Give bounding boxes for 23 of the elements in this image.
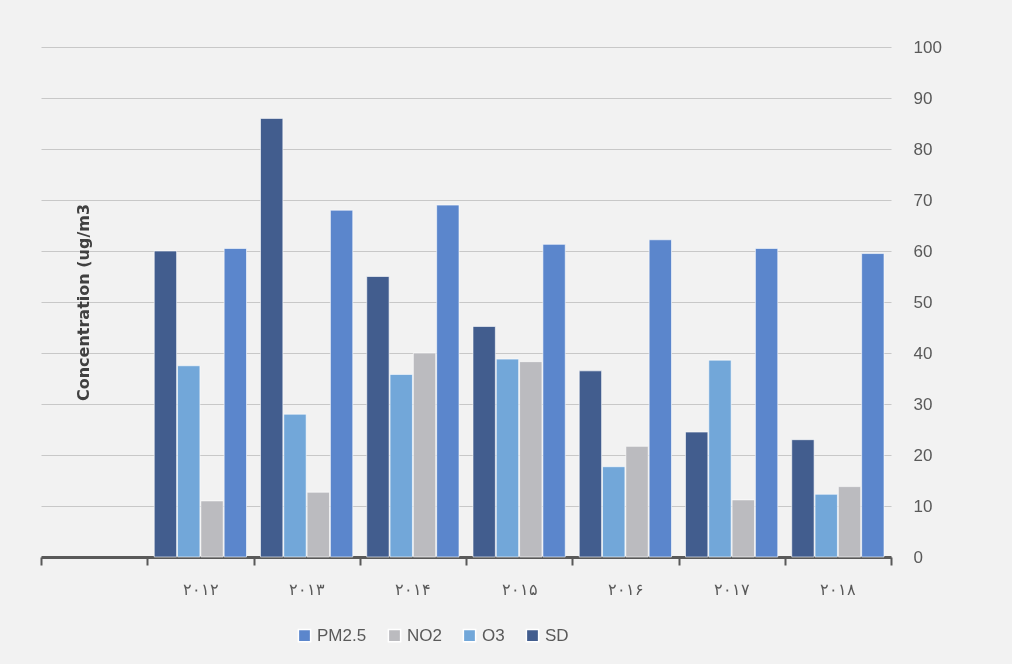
y-tick-label: 50 [913,292,933,312]
legend-label: NO2 [407,625,442,645]
x-tick-label: ۲۰۱۲ [182,580,219,598]
x-tick-label: ۲۰۱۳ [289,580,326,598]
y-tick-label: 100 [913,37,942,57]
y-tick-label: 80 [913,139,933,159]
legend-label: PM2.5 [317,625,367,645]
legend-label: SD [545,625,569,645]
legend-label: O3 [482,625,505,645]
x-tick-label: ۲۰۱۴ [395,580,432,598]
y-tick-label: 30 [913,394,933,414]
y-tick-label: 10 [913,496,933,516]
y-tick-label: 60 [913,241,933,261]
y-tick-label: 40 [913,343,933,363]
x-tick-label: ۲۰۱۵ [501,580,538,598]
x-tick-label: ۲۰۱۶ [607,580,644,598]
x-tick-label: ۲۰۱۸ [820,580,857,598]
y-tick-label: 70 [913,190,933,210]
y-axis-title: Concentration (ug/m3 [73,203,93,402]
x-tick-label: ۲۰۱۷ [714,580,751,598]
y-tick-label: 90 [913,88,933,108]
y-tick-label: 0 [913,547,923,567]
y-tick-label: 20 [913,445,933,465]
